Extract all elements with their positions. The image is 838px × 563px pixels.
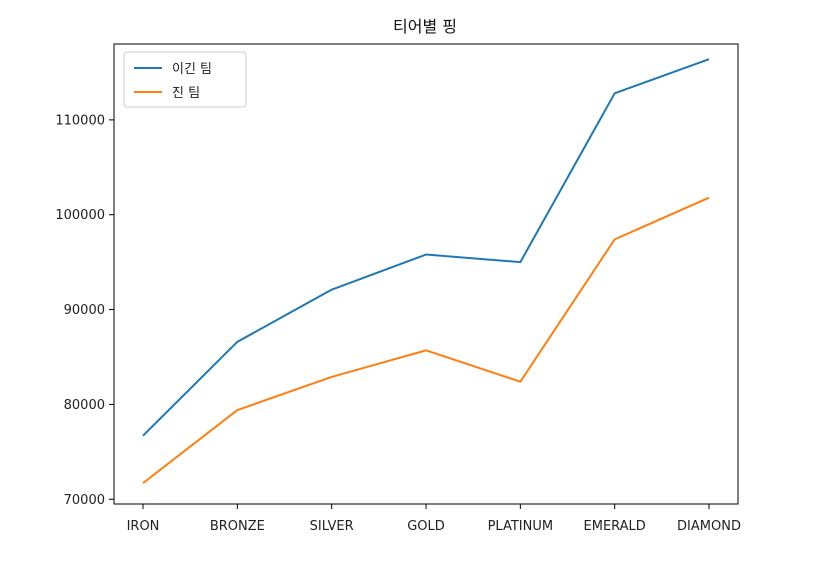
chart-title: 티어별 핑 [393, 17, 457, 36]
y-tick-label: 90000 [64, 303, 105, 318]
legend-label: 이긴 팀 [172, 62, 212, 77]
y-tick-label: 80000 [64, 398, 105, 413]
legend: 이긴 팀진 팀 [123, 51, 247, 108]
y-tick-label: 70000 [64, 493, 105, 508]
y-tick-label: 100000 [55, 208, 105, 223]
plot-frame [113, 43, 739, 505]
plot-area: IRON BRONZE SILVER GOLD PLATINUM EMERALD DIAMO… [55, 58, 741, 534]
x-tick-label: SILVER [310, 519, 354, 534]
x-tick-label: IRON [127, 519, 160, 534]
x-tick-label: PLATINUM [488, 519, 554, 534]
legend-label: 진 팀 [172, 86, 200, 101]
series-line-1 [142, 196, 710, 484]
series-line-0 [142, 58, 710, 437]
x-tick-label: EMERALD [584, 519, 646, 534]
x-tick-label: DIAMOND [677, 519, 741, 534]
y-tick-label: 110000 [55, 113, 105, 128]
x-tick-label: GOLD [407, 519, 445, 534]
x-tick-label: BRONZE [210, 519, 265, 534]
legend-box [123, 51, 247, 108]
